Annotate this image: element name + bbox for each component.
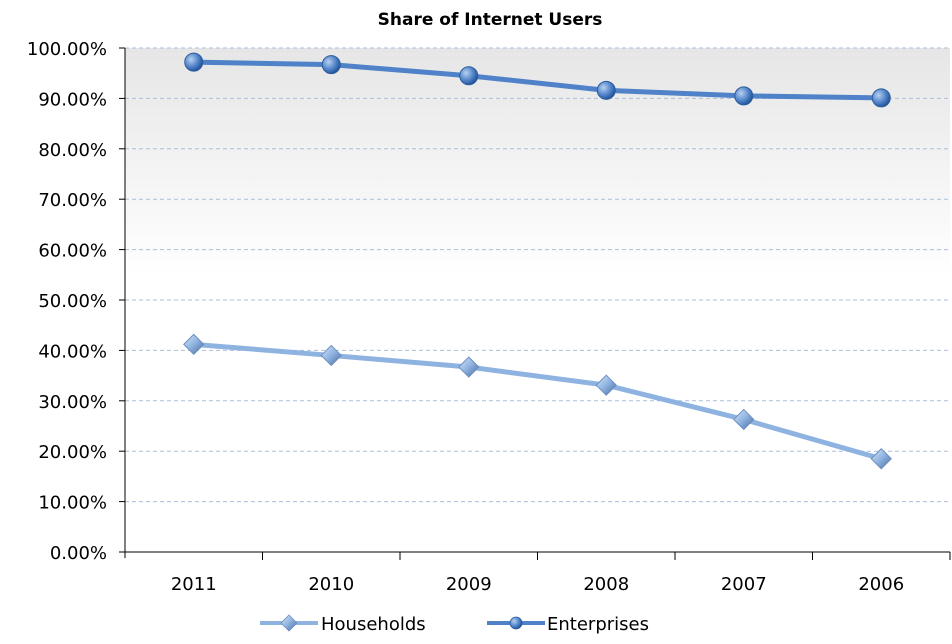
x-axis-tick-labels: 2011 2010 2009 2008 2007 2006 xyxy=(171,574,904,595)
data-point-households xyxy=(733,408,755,431)
data-point-households xyxy=(870,448,892,470)
legend-marker-enterprises xyxy=(509,616,523,630)
x-tick-label: 2009 xyxy=(446,574,492,595)
y-tick-label: 40.00% xyxy=(38,341,107,362)
data-point-enterprises xyxy=(184,52,204,72)
series-line-enterprises xyxy=(191,59,884,101)
y-tick-label: 90.00% xyxy=(38,89,107,110)
data-point-enterprises xyxy=(734,86,754,106)
data-point-households xyxy=(320,344,342,367)
y-tick-label: 50.00% xyxy=(38,291,107,312)
y-tick-label: 20.00% xyxy=(38,442,107,463)
chart-title: Share of Internet Users xyxy=(378,10,603,30)
legend-label-enterprises: Enterprises xyxy=(547,614,649,635)
y-tick-label: 70.00% xyxy=(38,190,107,211)
y-axis-tick-labels: 0.00% 10.00% 20.00% 30.00% 40.00% 50.00% 60.00… xyxy=(27,39,107,564)
legend: Households Enterprises xyxy=(260,614,649,635)
data-point-households xyxy=(595,374,617,396)
data-point-enterprises xyxy=(596,80,616,100)
legend-label-households: Households xyxy=(321,614,426,635)
axes xyxy=(119,47,951,560)
y-tick-label: 100.00% xyxy=(27,39,107,60)
data-point-households xyxy=(183,333,205,356)
data-point-enterprises xyxy=(459,66,479,86)
x-tick-label: 2007 xyxy=(721,574,767,595)
legend-marker-households xyxy=(280,614,298,632)
y-tick-label: 30.00% xyxy=(38,392,107,413)
y-tick-label: 60.00% xyxy=(38,241,107,262)
y-tick-label: 0.00% xyxy=(50,543,107,564)
x-tick-label: 2006 xyxy=(858,574,904,595)
x-tick-label: 2010 xyxy=(308,574,354,595)
y-tick-label: 10.00% xyxy=(38,493,107,514)
series-line-households xyxy=(191,341,884,462)
x-tick-label: 2008 xyxy=(583,574,629,595)
data-point-enterprises xyxy=(321,55,341,75)
data-point-households xyxy=(458,356,480,378)
y-tick-label: 80.00% xyxy=(38,140,107,161)
data-point-enterprises xyxy=(871,88,891,108)
series xyxy=(183,52,892,470)
x-tick-label: 2011 xyxy=(171,574,217,595)
